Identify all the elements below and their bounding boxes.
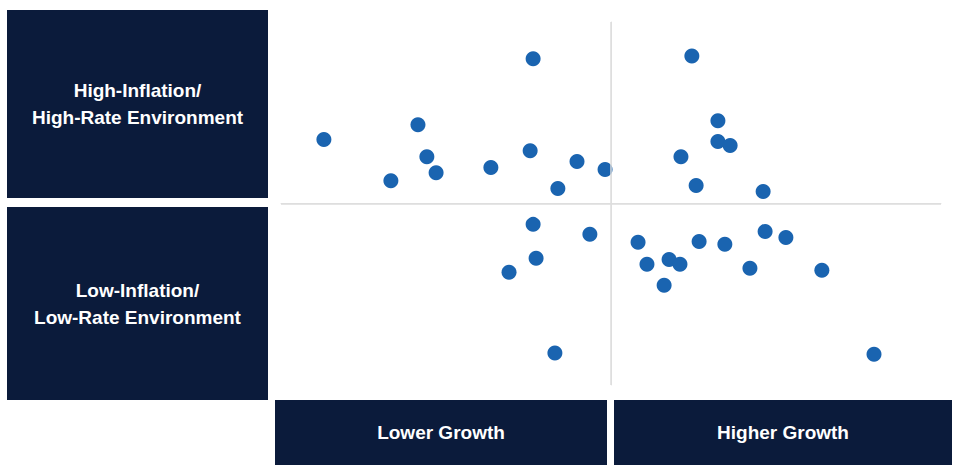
- svg-text:High-Inflation/: High-Inflation/: [74, 80, 202, 101]
- svg-text:Low-Inflation/: Low-Inflation/: [76, 280, 200, 301]
- svg-text:Low-Rate Environment: Low-Rate Environment: [34, 307, 242, 328]
- svg-text:Higher Growth: Higher Growth: [717, 422, 849, 443]
- svg-text:Lower Growth: Lower Growth: [377, 422, 505, 443]
- svg-text:High-Rate Environment: High-Rate Environment: [32, 107, 244, 128]
